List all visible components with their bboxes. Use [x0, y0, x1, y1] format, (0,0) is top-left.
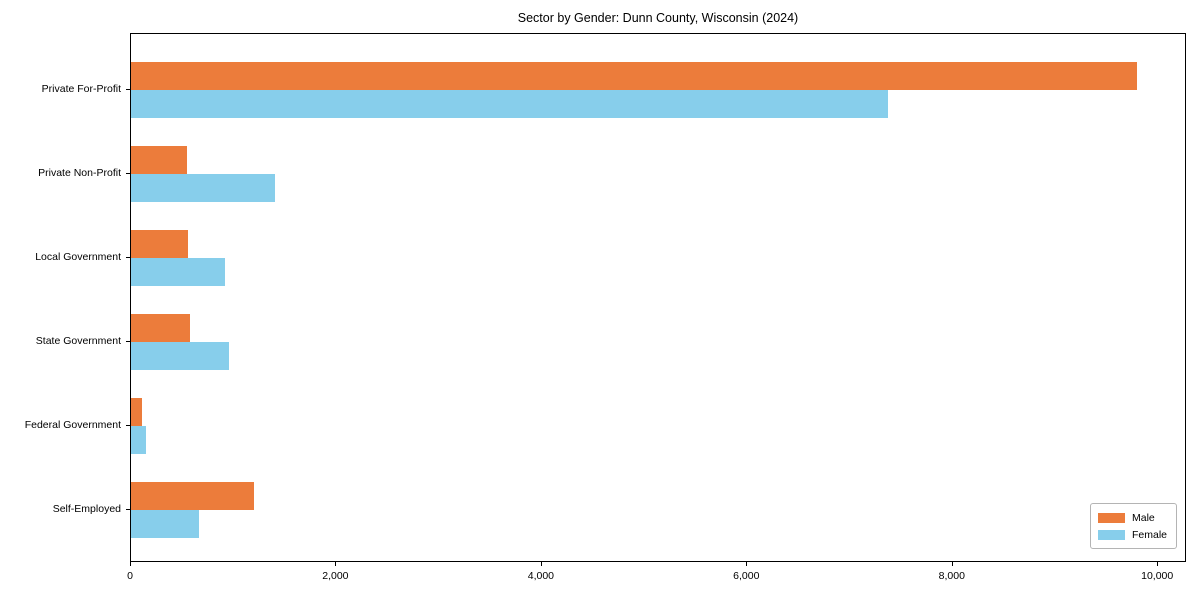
legend-entry-female: Female: [1097, 526, 1167, 543]
xtick-mark: [540, 562, 542, 566]
ytick-mark: [126, 257, 130, 258]
xtick-mark: [951, 562, 953, 566]
bar-male-self-employed: [131, 482, 254, 510]
xtick-label-6-000: 6,000: [733, 570, 760, 582]
xtick-mark: [1157, 562, 1159, 566]
bar-male-federal-government: [131, 398, 142, 426]
plot-area: Male Female: [130, 33, 1186, 562]
xtick-label-0: 0: [127, 570, 133, 582]
legend-swatch-female: [1097, 529, 1125, 540]
ytick-mark: [126, 173, 130, 174]
xtick-mark: [335, 562, 337, 566]
bar-male-local-government: [131, 230, 188, 258]
bar-female-federal-government: [131, 426, 146, 454]
bar-female-private-non-profit: [131, 174, 275, 202]
ytick-label-federal-government: Federal Government: [24, 419, 121, 431]
ytick-label-private-for-profit: Private For-Profit: [41, 83, 121, 95]
bar-male-private-for-profit: [131, 62, 1137, 90]
ytick-mark: [126, 341, 130, 342]
xtick-label-8-000: 8,000: [938, 570, 965, 582]
ytick-mark: [126, 509, 130, 510]
xtick-mark: [130, 562, 131, 566]
legend-label-female: Female: [1131, 528, 1167, 541]
ytick-label-self-employed: Self-Employed: [52, 503, 121, 515]
ytick-label-local-government: Local Government: [35, 251, 121, 263]
bar-female-state-government: [131, 342, 230, 370]
legend-entry-male: Male: [1097, 509, 1167, 526]
xtick-label-4-000: 4,000: [527, 570, 555, 582]
ytick-mark: [126, 89, 130, 90]
xtick-label-2-000: 2,000: [322, 570, 349, 582]
xtick-label-10-000: 10,000: [1141, 570, 1174, 582]
bar-female-self-employed: [131, 510, 199, 538]
bar-female-private-for-profit: [131, 90, 888, 118]
bar-male-state-government: [131, 314, 191, 342]
bar-male-private-non-profit: [131, 146, 187, 174]
legend-swatch-male: [1097, 512, 1125, 523]
legend-label-male: Male: [1131, 511, 1155, 524]
ytick-mark: [126, 425, 130, 426]
ytick-label-state-government: State Government: [35, 335, 121, 347]
xtick-mark: [746, 562, 748, 566]
bar-female-local-government: [131, 258, 226, 286]
ytick-label-private-non-profit: Private Non-Profit: [38, 167, 121, 179]
chart-title: Sector by Gender: Dunn County, Wisconsin…: [517, 11, 799, 25]
legend: Male Female: [1089, 503, 1177, 549]
